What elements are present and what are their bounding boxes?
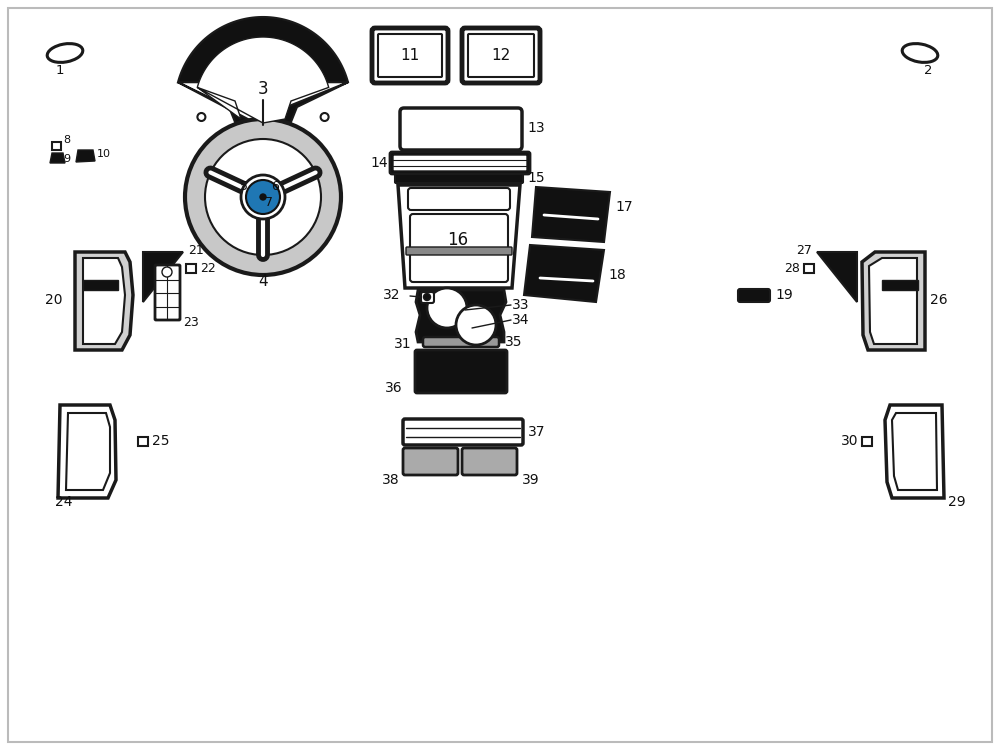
- FancyBboxPatch shape: [378, 34, 442, 77]
- Polygon shape: [178, 17, 348, 127]
- FancyBboxPatch shape: [862, 437, 872, 446]
- Text: 9: 9: [63, 154, 70, 164]
- FancyBboxPatch shape: [468, 34, 534, 77]
- Polygon shape: [143, 252, 183, 302]
- Text: 5: 5: [240, 181, 248, 194]
- Circle shape: [185, 119, 341, 275]
- Text: 7: 7: [265, 196, 273, 208]
- Text: 25: 25: [152, 434, 170, 448]
- FancyBboxPatch shape: [423, 337, 499, 347]
- Text: 18: 18: [608, 268, 626, 282]
- Text: 10: 10: [97, 149, 111, 159]
- Text: 27: 27: [796, 244, 812, 256]
- Text: 28: 28: [784, 262, 800, 275]
- Circle shape: [241, 175, 285, 219]
- Text: 24: 24: [55, 495, 72, 509]
- Text: 38: 38: [382, 473, 400, 487]
- Circle shape: [197, 113, 205, 121]
- Polygon shape: [58, 405, 116, 498]
- Circle shape: [260, 194, 266, 200]
- Circle shape: [456, 305, 496, 345]
- Text: 19: 19: [775, 288, 793, 302]
- FancyBboxPatch shape: [400, 108, 522, 150]
- FancyBboxPatch shape: [421, 292, 434, 303]
- Text: 29: 29: [948, 495, 966, 509]
- Text: 22: 22: [200, 262, 216, 275]
- Polygon shape: [83, 280, 118, 290]
- Text: 34: 34: [512, 313, 530, 327]
- FancyBboxPatch shape: [393, 155, 527, 171]
- Polygon shape: [197, 37, 329, 123]
- Polygon shape: [398, 185, 520, 288]
- Text: 11: 11: [400, 47, 420, 62]
- FancyBboxPatch shape: [155, 265, 180, 320]
- Polygon shape: [75, 252, 133, 350]
- Text: 4: 4: [258, 274, 268, 289]
- FancyBboxPatch shape: [408, 188, 510, 210]
- Polygon shape: [882, 280, 918, 290]
- Text: 12: 12: [491, 47, 511, 62]
- Text: 39: 39: [522, 473, 540, 487]
- Circle shape: [205, 139, 321, 255]
- Text: 17: 17: [615, 200, 633, 214]
- Polygon shape: [532, 187, 610, 242]
- Polygon shape: [76, 150, 95, 162]
- Polygon shape: [885, 405, 944, 498]
- FancyBboxPatch shape: [406, 247, 512, 255]
- Text: 21: 21: [188, 244, 204, 256]
- FancyBboxPatch shape: [372, 28, 448, 83]
- FancyBboxPatch shape: [52, 142, 61, 150]
- Text: 32: 32: [382, 288, 400, 302]
- Text: 30: 30: [840, 434, 858, 448]
- FancyBboxPatch shape: [403, 419, 523, 445]
- FancyBboxPatch shape: [462, 28, 540, 83]
- Ellipse shape: [47, 44, 83, 62]
- FancyBboxPatch shape: [395, 174, 523, 183]
- Circle shape: [321, 113, 329, 121]
- Polygon shape: [817, 252, 857, 302]
- Circle shape: [424, 293, 430, 301]
- FancyBboxPatch shape: [415, 350, 507, 393]
- Text: 3: 3: [258, 80, 268, 98]
- Text: 33: 33: [512, 298, 530, 312]
- Text: 15: 15: [527, 171, 545, 185]
- Text: 6: 6: [271, 181, 279, 194]
- Text: 2: 2: [924, 64, 932, 76]
- Text: 36: 36: [385, 381, 403, 395]
- FancyBboxPatch shape: [804, 264, 814, 273]
- Polygon shape: [50, 153, 65, 163]
- Text: 13: 13: [527, 121, 545, 135]
- Polygon shape: [83, 258, 125, 344]
- Circle shape: [246, 180, 280, 214]
- Polygon shape: [892, 413, 937, 490]
- FancyBboxPatch shape: [410, 214, 508, 282]
- FancyBboxPatch shape: [403, 448, 458, 475]
- FancyBboxPatch shape: [390, 152, 530, 174]
- Text: 20: 20: [44, 293, 62, 307]
- Polygon shape: [862, 252, 925, 350]
- Text: 35: 35: [505, 335, 522, 349]
- FancyBboxPatch shape: [186, 264, 196, 273]
- Ellipse shape: [902, 44, 938, 62]
- Text: 37: 37: [528, 425, 546, 439]
- Text: 23: 23: [183, 316, 199, 329]
- Circle shape: [427, 288, 467, 328]
- FancyBboxPatch shape: [138, 437, 148, 446]
- Polygon shape: [416, 290, 506, 342]
- FancyBboxPatch shape: [738, 289, 770, 302]
- Text: 26: 26: [930, 293, 948, 307]
- Ellipse shape: [162, 267, 172, 277]
- Polygon shape: [869, 258, 917, 344]
- Polygon shape: [66, 413, 110, 490]
- Text: 8: 8: [63, 135, 70, 145]
- Text: 14: 14: [370, 156, 388, 170]
- Text: 16: 16: [447, 231, 469, 249]
- FancyBboxPatch shape: [462, 448, 517, 475]
- Polygon shape: [524, 245, 604, 302]
- Text: 1: 1: [56, 64, 64, 76]
- Text: 31: 31: [394, 337, 412, 351]
